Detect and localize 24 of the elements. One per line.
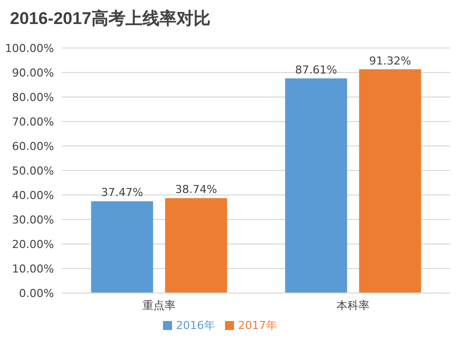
bar	[91, 201, 154, 293]
data-label: 91.32%	[369, 54, 412, 68]
bar	[165, 198, 228, 293]
y-tick-label: 0.00%	[19, 286, 54, 300]
y-tick-label: 80.00%	[12, 90, 54, 104]
data-label: 37.47%	[101, 186, 144, 200]
x-tick-label: 本科率	[336, 298, 370, 312]
y-tick-label: 40.00%	[12, 188, 54, 202]
legend-label: 2016年	[176, 319, 215, 332]
y-tick-label: 60.00%	[12, 140, 54, 153]
y-tick-label: 20.00%	[12, 238, 54, 251]
y-tick-label: 10.00%	[12, 262, 54, 276]
y-tick-label: 30.00%	[12, 213, 54, 226]
bar	[285, 78, 348, 293]
data-label: 87.61%	[295, 63, 338, 76]
y-tick-label: 100.00%	[5, 42, 54, 55]
data-label: 38.74%	[175, 183, 218, 196]
x-tick-label: 重点率	[142, 298, 176, 312]
y-tick-label: 50.00%	[12, 164, 54, 178]
bar	[359, 69, 422, 293]
legend-label: 2017年	[238, 319, 277, 332]
y-tick-label: 70.00%	[12, 115, 54, 128]
y-tick-label: 90.00%	[12, 66, 54, 80]
chart-title: 2016-2017高考上线率对比	[9, 8, 212, 30]
